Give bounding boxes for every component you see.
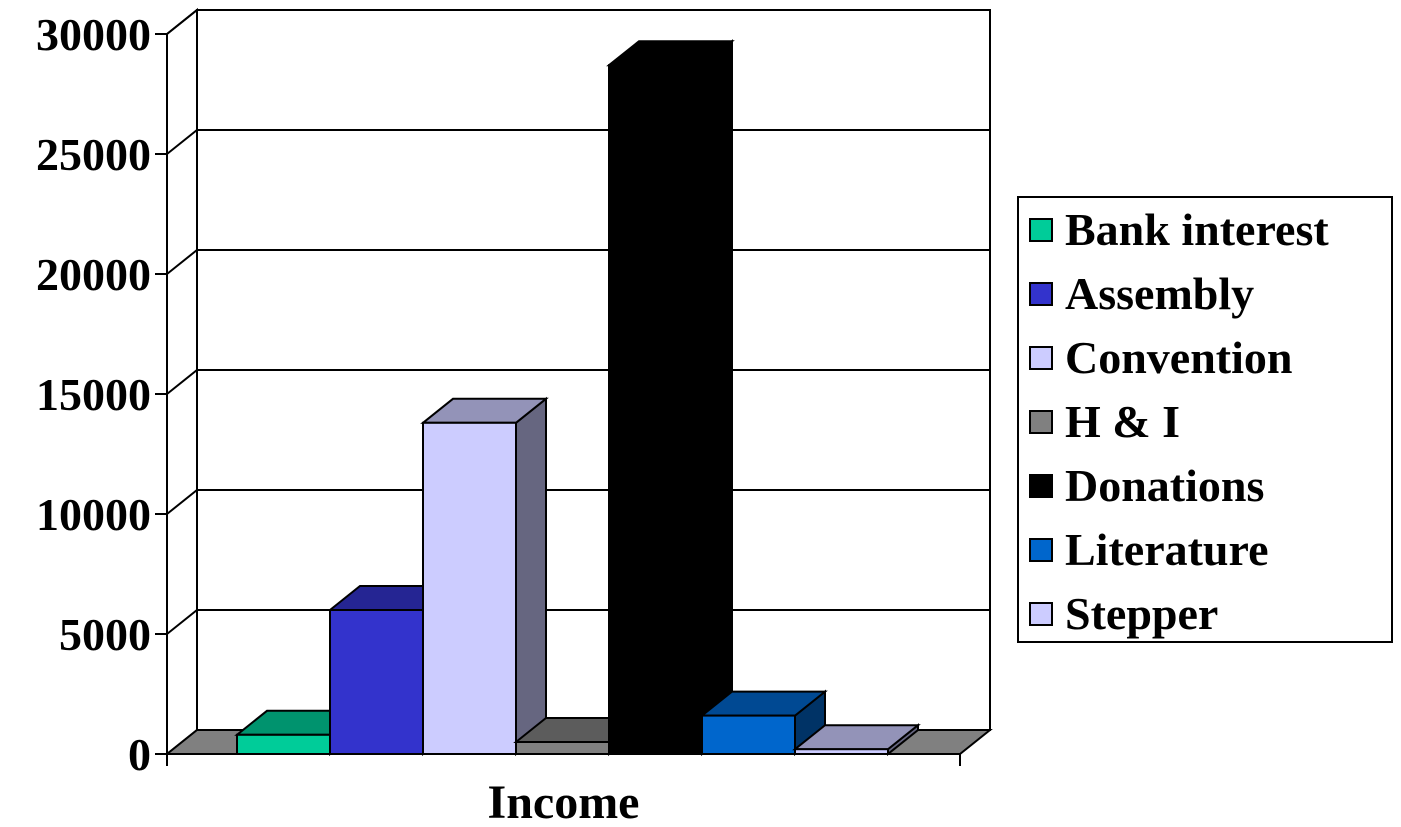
legend: Bank interest Assembly Convention H & I Dona… (1017, 196, 1393, 643)
gridline (166, 9, 990, 35)
y-tick-label: 30000 (36, 9, 151, 60)
bar-convention (420, 396, 549, 757)
y-tick-label: 5000 (59, 609, 151, 660)
legend-item: Stepper (1029, 584, 1218, 644)
x-axis: Income (166, 753, 961, 827)
legend-swatch (1029, 602, 1053, 626)
y-tick-label: 10000 (36, 489, 151, 540)
legend-item: Literature (1029, 520, 1269, 580)
legend-swatch (1029, 346, 1053, 370)
y-tick-label: 0 (128, 729, 151, 780)
legend-swatch (1029, 538, 1053, 562)
bar-stepper (792, 723, 921, 757)
legend-swatch (1029, 218, 1053, 242)
legend-swatch (1029, 410, 1053, 434)
chart-walls (166, 7, 991, 757)
legend-item: H & I (1029, 392, 1180, 452)
legend-label: Assembly (1065, 268, 1255, 319)
legend-label: H & I (1065, 396, 1180, 447)
bar-front (236, 733, 331, 755)
bar-front (515, 741, 610, 755)
legend-label: Stepper (1065, 588, 1219, 639)
legend-label: Convention (1065, 332, 1293, 383)
legend-label: Donations (1065, 460, 1265, 511)
bars (234, 39, 921, 757)
bar-front (608, 64, 703, 755)
y-tick-label: 15000 (36, 369, 151, 420)
bar-literature (699, 689, 828, 757)
bar-front (422, 421, 517, 755)
bar-side (515, 396, 547, 757)
legend-swatch (1029, 282, 1053, 306)
bar-front (701, 714, 796, 755)
bar-side (701, 39, 733, 757)
y-tick-label: 25000 (36, 129, 151, 180)
y-tick-label: 20000 (36, 249, 151, 300)
legend-label: Literature (1065, 524, 1269, 575)
bar-donations (606, 39, 735, 757)
legend-item: Convention (1029, 328, 1292, 388)
legend-label: Bank interest (1065, 204, 1329, 255)
legend-item: Bank interest (1029, 200, 1329, 260)
bar-front (329, 609, 424, 755)
legend-item: Assembly (1029, 264, 1254, 324)
y-axis: 0 5000 10000 15000 20000 25000 30000 (36, 9, 168, 780)
x-category-label: Income (488, 776, 640, 827)
legend-item: Donations (1029, 456, 1264, 516)
legend-swatch (1029, 474, 1053, 498)
